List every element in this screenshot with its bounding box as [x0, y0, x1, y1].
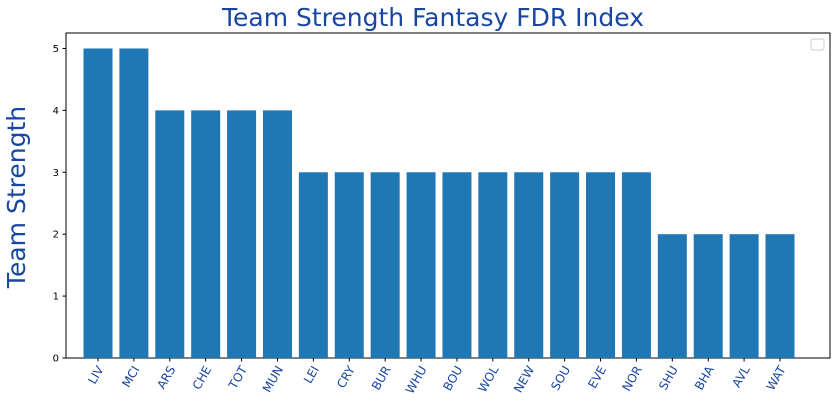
bar-bur	[370, 172, 400, 358]
y-tick-label: 5	[53, 44, 59, 55]
x-tick-label: MCI	[119, 364, 142, 390]
x-tick-label: WOL	[475, 363, 501, 395]
bar-che	[191, 110, 221, 358]
bar-cry	[334, 172, 364, 358]
x-tick-label: CHE	[190, 364, 215, 393]
x-tick-label: BUR	[369, 364, 394, 393]
bar-shu	[657, 234, 687, 358]
x-tick-label: AVL	[729, 363, 752, 390]
x-tick-label: SOU	[548, 364, 573, 393]
x-tick-label: EVE	[585, 364, 609, 391]
y-tick-label: 0	[53, 354, 59, 365]
bar-mci	[119, 48, 149, 358]
bar-eve	[586, 172, 616, 358]
legend-box	[810, 38, 825, 51]
bar-nor	[621, 172, 651, 358]
x-tick-label: MUN	[260, 364, 286, 395]
x-tick-label: LIV	[85, 363, 107, 387]
bar-bha	[693, 234, 723, 358]
bar-liv	[83, 48, 113, 358]
bar-lei	[298, 172, 328, 358]
bars-group	[83, 48, 795, 358]
bar-tot	[227, 110, 257, 358]
bar-whu	[406, 172, 436, 358]
bar-wat	[765, 234, 795, 358]
y-tick-label: 3	[53, 168, 59, 179]
y-tick-label: 2	[53, 230, 59, 241]
x-tick-label: CRY	[334, 363, 358, 391]
bar-ars	[155, 110, 185, 358]
x-tick-label: WHU	[403, 364, 430, 397]
bar-bou	[442, 172, 472, 358]
bar-mun	[262, 110, 292, 358]
x-tick-label: NOR	[620, 364, 646, 394]
chart-title: Team Strength Fantasy FDR Index	[221, 3, 644, 32]
x-tick-label: BHA	[692, 363, 717, 393]
x-tick-label: WAT	[764, 363, 789, 393]
x-tick-label: LEI	[301, 364, 322, 386]
x-tick-label: BOU	[440, 364, 465, 394]
bar-avl	[729, 234, 759, 358]
y-axis-label: Team Strength	[2, 106, 31, 289]
x-tick-label: NEW	[511, 363, 537, 395]
x-tick-label: SHU	[656, 364, 681, 393]
x-axis-ticks: LIV MCI ARS CHE TOT MUN LEI CRY BUR WHU BOU WOL NEW S…	[85, 358, 789, 396]
y-tick-label: 1	[53, 292, 59, 303]
y-axis-ticks: 0 1 2 3 4 5	[53, 44, 66, 365]
bar-sou	[550, 172, 580, 358]
bar-wol	[478, 172, 508, 358]
bar-new	[514, 172, 544, 358]
x-tick-label: TOT	[225, 363, 250, 392]
x-tick-label: ARS	[154, 364, 178, 392]
y-tick-label: 4	[53, 106, 59, 117]
